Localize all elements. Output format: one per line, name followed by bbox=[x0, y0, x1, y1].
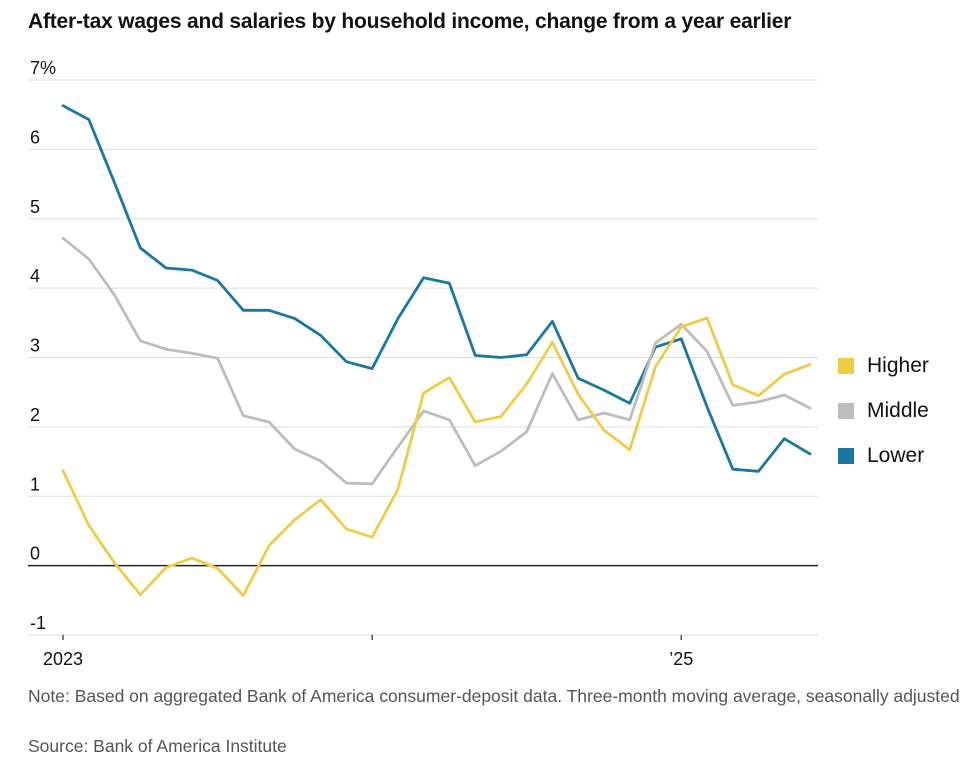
legend-item-middle: Middle bbox=[838, 399, 929, 422]
series-lines bbox=[61, 104, 812, 597]
chart-note: Note: Based on aggregated Bank of Americ… bbox=[28, 686, 960, 706]
y-tick-label: 2 bbox=[30, 405, 40, 425]
chart-title: After-tax wages and salaries by househol… bbox=[28, 10, 792, 33]
legend-swatch-lower bbox=[838, 448, 854, 464]
chart-source: Source: Bank of America Institute bbox=[28, 736, 287, 756]
y-tick-label: 7% bbox=[30, 58, 56, 78]
y-axis-ticks: 7% 6 5 4 3 2 1 0 -1 bbox=[30, 58, 56, 633]
y-tick-label: 4 bbox=[30, 266, 40, 286]
legend-swatch-middle bbox=[838, 403, 854, 419]
legend-label-higher: Higher bbox=[867, 354, 929, 377]
gridlines bbox=[28, 79, 818, 636]
series-line-higher bbox=[61, 316, 812, 597]
y-tick-label: 0 bbox=[30, 544, 40, 564]
legend-swatch-higher bbox=[838, 358, 854, 374]
x-tick-label: 2023 bbox=[43, 649, 83, 669]
line-chart: 7% 6 5 4 3 2 1 0 -1 2023 ’25 bbox=[28, 58, 818, 669]
legend-label-middle: Middle bbox=[867, 399, 929, 422]
legend-label-lower: Lower bbox=[867, 444, 925, 467]
series-line-lower bbox=[61, 104, 812, 473]
series-line-middle bbox=[61, 236, 812, 486]
x-axis: 2023 ’25 bbox=[43, 635, 693, 669]
legend-item-lower: Lower bbox=[838, 444, 929, 467]
y-tick-label: -1 bbox=[30, 613, 46, 633]
y-tick-label: 3 bbox=[30, 336, 40, 356]
y-tick-label: 6 bbox=[30, 127, 40, 147]
y-tick-label: 5 bbox=[30, 197, 40, 217]
legend-item-higher: Higher bbox=[838, 354, 929, 377]
y-tick-label: 1 bbox=[30, 474, 40, 494]
legend: Higher Middle Lower bbox=[838, 354, 929, 490]
x-tick-label: ’25 bbox=[669, 649, 693, 669]
